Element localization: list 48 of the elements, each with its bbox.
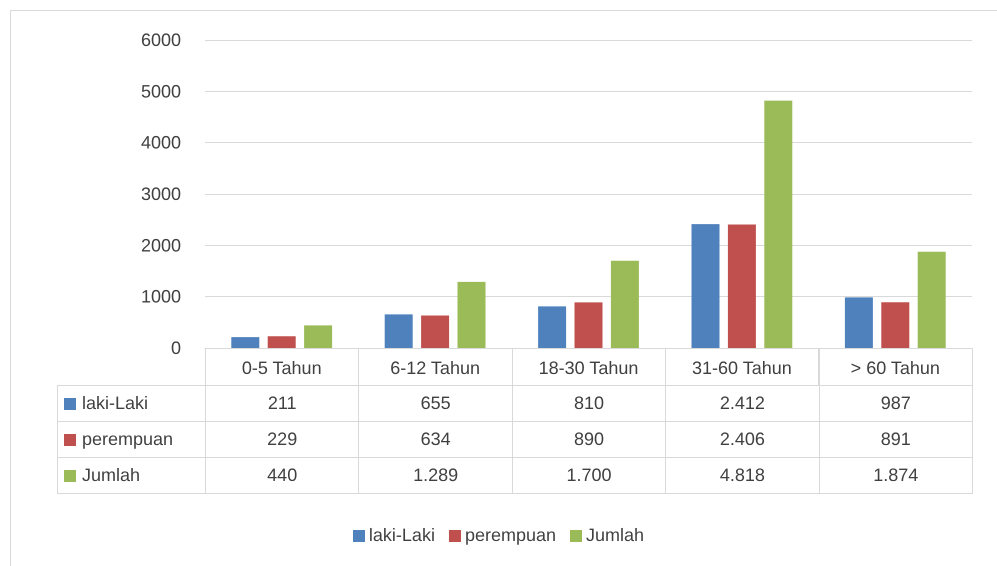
y-tick-label: 6000	[140, 30, 181, 50]
bar	[764, 100, 792, 348]
data-label: 2.412	[666, 385, 820, 421]
y-tick-label: 0	[170, 338, 181, 358]
data-label: 634	[358, 421, 512, 457]
bar	[844, 297, 873, 348]
y-tick-label: 5000	[140, 81, 181, 102]
x-tick-label: 18-30 Tahun	[538, 358, 638, 378]
y-tick-label: 4000	[140, 132, 181, 153]
bar	[384, 314, 413, 348]
text: laki-Laki	[368, 525, 435, 545]
bar	[692, 224, 720, 348]
data-label: 890	[512, 421, 666, 457]
bar	[304, 325, 332, 348]
bar	[918, 252, 946, 348]
data-label: 4.818	[666, 457, 820, 493]
bar	[574, 302, 602, 348]
data-label: 810	[512, 385, 666, 421]
data-label: 1.874	[819, 457, 972, 493]
y-tick-label: 2000	[140, 235, 181, 256]
bar	[538, 306, 566, 348]
x-tick-label: 31-60 Tahun	[692, 358, 792, 378]
y-tick-label: 3000	[140, 184, 181, 204]
y-tick-label: 1000	[140, 286, 181, 307]
data-label: 987	[819, 385, 972, 421]
legend-label: Jumlah	[585, 525, 644, 545]
bar	[458, 282, 486, 348]
bar	[231, 337, 260, 348]
bar	[268, 336, 296, 348]
legend-label: perempuan	[58, 421, 206, 457]
data-label: 229	[206, 421, 359, 457]
data-label: 440	[206, 457, 359, 493]
bar	[610, 260, 639, 348]
data-label: 655	[358, 385, 512, 421]
data-label: 2.406	[666, 421, 820, 457]
data-label: 211	[206, 385, 359, 421]
data-label: 1.289	[358, 457, 512, 493]
x-tick-label: 0-5 Tahun	[242, 358, 322, 378]
legend-label: laki-Laki	[58, 385, 206, 421]
text: perempuan	[464, 525, 556, 545]
bar	[881, 302, 910, 348]
x-tick-label: > 60 Tahun	[850, 358, 940, 378]
bar	[421, 315, 450, 348]
data-label: 891	[819, 421, 972, 457]
data-label: 1.700	[512, 457, 666, 493]
bar	[728, 224, 756, 348]
x-tick-label: 6-12 Tahun	[390, 358, 480, 378]
text: Jumlah	[82, 464, 140, 484]
